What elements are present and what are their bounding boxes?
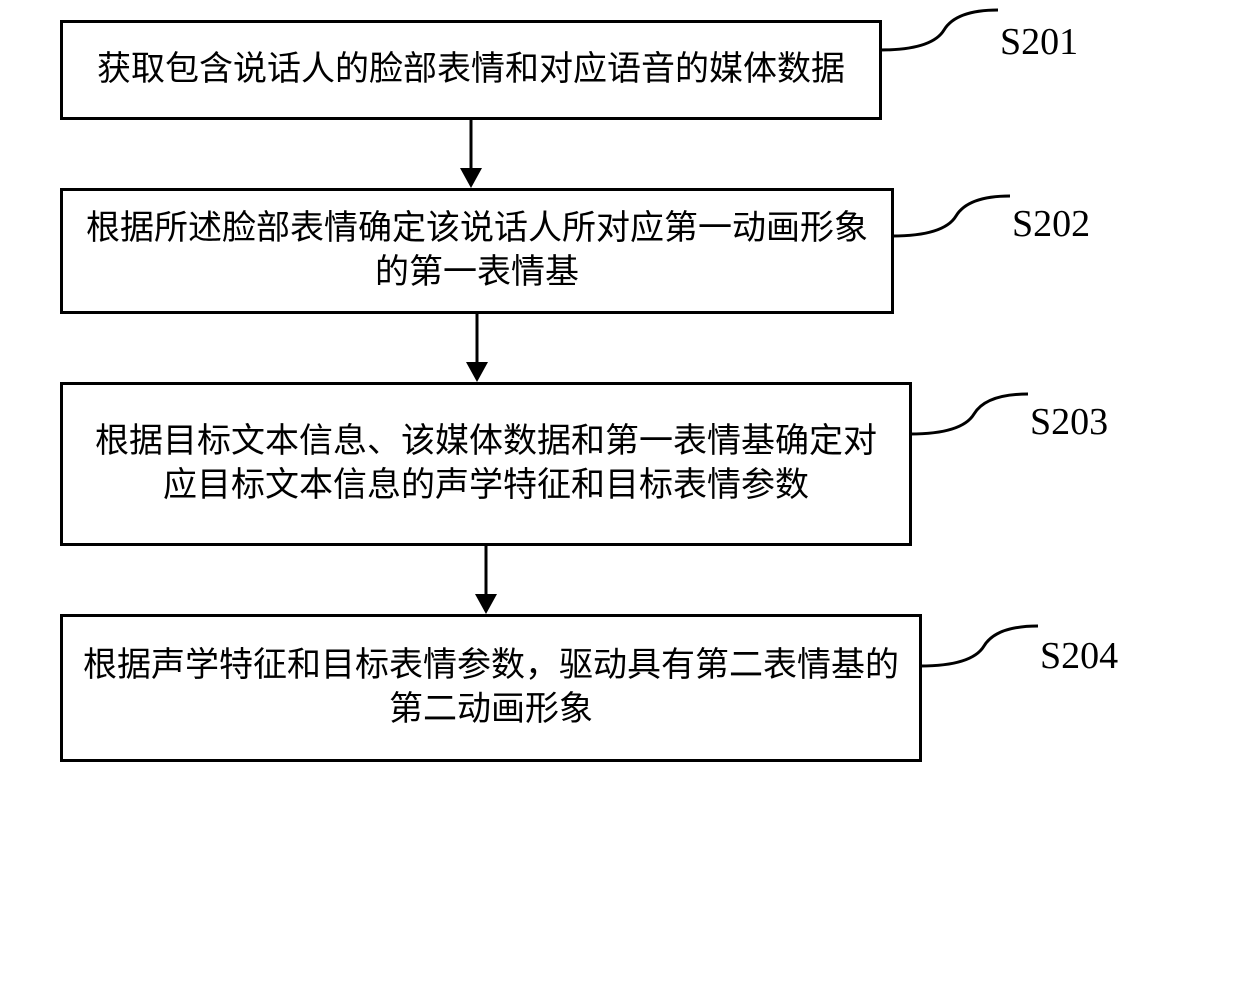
arrow-down-icon	[466, 314, 488, 382]
step-connector	[880, 6, 1000, 66]
arrow-down	[60, 314, 894, 382]
step-label-s203: S203	[1030, 400, 1108, 444]
step-box-s202: 根据所述脸部表情确定该说话人所对应第一动画形象的第一表情基	[60, 188, 894, 314]
step-label-s202: S202	[1012, 202, 1090, 246]
step-box-s201: 获取包含说话人的脸部表情和对应语音的媒体数据	[60, 20, 882, 120]
arrow-down	[60, 546, 912, 614]
step-connector	[892, 192, 1012, 252]
step-box-s204: 根据声学特征和目标表情参数，驱动具有第二表情基的第二动画形象	[60, 614, 922, 762]
flowchart-row: 获取包含说话人的脸部表情和对应语音的媒体数据 S201	[60, 20, 1180, 120]
connector-curve-icon	[910, 390, 1030, 450]
flowchart-container: 获取包含说话人的脸部表情和对应语音的媒体数据 S201 根据所述脸部表情确定该说…	[60, 20, 1180, 762]
arrow-down-icon	[475, 546, 497, 614]
connector-curve-icon	[892, 192, 1012, 252]
arrow-down-icon	[460, 120, 482, 188]
step-label-s201: S201	[1000, 20, 1078, 64]
arrow-down	[60, 120, 882, 188]
flowchart-row: 根据目标文本信息、该媒体数据和第一表情基确定对应目标文本信息的声学特征和目标表情…	[60, 382, 1180, 546]
connector-curve-icon	[880, 6, 1000, 66]
flowchart-row: 根据声学特征和目标表情参数，驱动具有第二表情基的第二动画形象 S204	[60, 614, 1180, 762]
flowchart-row: 根据所述脸部表情确定该说话人所对应第一动画形象的第一表情基 S202	[60, 188, 1180, 314]
step-connector	[920, 622, 1040, 682]
step-connector	[910, 390, 1030, 450]
step-label-s204: S204	[1040, 634, 1118, 678]
connector-curve-icon	[920, 622, 1040, 682]
step-box-s203: 根据目标文本信息、该媒体数据和第一表情基确定对应目标文本信息的声学特征和目标表情…	[60, 382, 912, 546]
